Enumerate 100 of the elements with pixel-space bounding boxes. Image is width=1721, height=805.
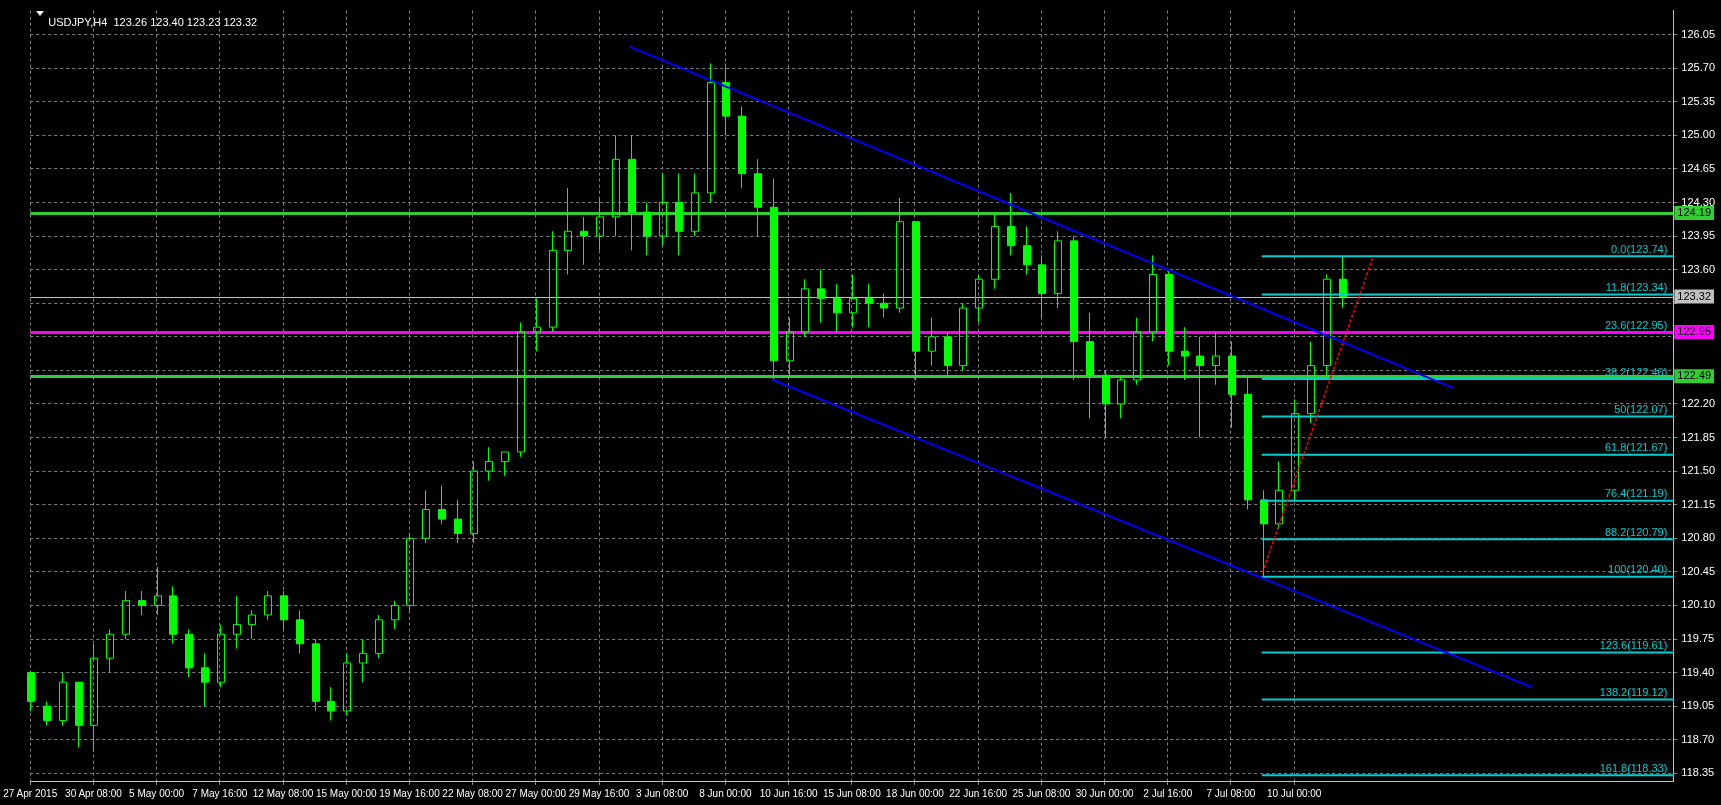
candlestick [359,638,367,683]
candlestick [1133,317,1141,386]
x-tick-label: 7 May 16:00 [192,787,248,799]
annotation: 23.6(122.95) [1604,318,1668,331]
annotation: 50(122.07) [1614,402,1668,415]
x-tick-label: 27 Apr 2015 [3,787,58,799]
x-tick-label: 15 Jun 08:00 [822,787,882,799]
x-tick-label: 25 Jun 08:00 [1012,787,1071,799]
annotation: 100(120.40) [1608,563,1668,576]
candlestick [707,62,715,203]
candlestick [438,485,446,525]
candlestick [1117,374,1125,419]
annotation: 11.8(123.34) [1605,281,1668,294]
x-tick-label: 2 Jul 16:00 [1143,787,1193,799]
candlestick [549,230,557,333]
y-tick-label: 122.20 [1681,396,1716,409]
candlestick [786,317,794,376]
x-tick-label: 15 May 00:00 [315,787,377,799]
candlestick [896,197,904,314]
candlestick [817,269,825,323]
candlestick [564,187,572,275]
annotation: 0.0(123.74) [1611,242,1668,255]
y-tick-label: 125.35 [1681,94,1716,107]
y-tick-label: 121.85 [1681,430,1716,443]
x-tick-label: 7 Jul 08:00 [1206,787,1256,799]
y-tick-label: 120.80 [1681,531,1716,544]
annotation: 123.6(119.61) [1599,638,1668,651]
candlestick [596,197,604,251]
x-tick-label: 22 May 08:00 [442,787,504,799]
y-tick-label: 120.45 [1681,564,1716,577]
annotation: 38.2(122.46) [1604,365,1668,378]
candlestick [27,672,35,712]
y-tick-label: 123.60 [1681,262,1716,275]
x-tick-label: 30 Jun 00:00 [1075,787,1134,799]
y-tick-label: 121.15 [1681,497,1716,510]
candlestick [975,273,983,323]
annotation: 161.8(118.33) [1599,761,1668,774]
candlestick [1212,331,1220,386]
ref-line-label: 122.95 [1677,325,1712,338]
candlestick [154,566,162,616]
x-tick-label: 12 May 08:00 [252,787,314,799]
candlestick [201,652,209,707]
y-tick-label: 123.95 [1681,229,1716,242]
y-tick-label: 119.05 [1681,699,1715,712]
candlestick [217,624,225,688]
x-tick-label: 18 Jun 00:00 [886,787,945,799]
candlestick [912,221,920,381]
candlestick [1054,230,1062,309]
candlestick [1307,341,1315,424]
y-tick-label: 125.70 [1681,61,1716,74]
candlestick [1291,398,1299,501]
annotation: 88.2(120.79) [1604,525,1668,538]
candlestick [1275,461,1283,530]
candlestick [722,62,730,136]
x-tick-label: 27 May 00:00 [505,787,567,799]
x-tick-label: 19 May 16:00 [379,787,441,799]
ref-line-label: 123.32 [1677,289,1712,302]
candlestick [928,317,936,367]
y-tick-label: 118.70 [1681,732,1715,745]
candlestick [501,451,509,477]
candlestick [122,590,130,640]
candlestick [138,590,146,616]
x-tick-label: 30 Apr 08:00 [65,787,123,799]
y-tick-label: 119.40 [1681,665,1715,678]
candlestick [612,134,620,237]
ref-line-label: 124.19 [1677,206,1712,219]
candlestick [90,643,98,753]
x-tick-label: 10 Jun 16:00 [759,787,818,799]
ref-line-label: 122.49 [1677,369,1712,382]
candlestick [1086,312,1094,419]
annotation: 61.8(121.67) [1604,441,1668,454]
x-tick-label: 5 May 00:00 [129,787,185,799]
candlestick [675,173,683,256]
y-tick-label: 126.05 [1681,27,1716,40]
candlestick [248,609,256,640]
candlestick [343,652,351,717]
candlestick [406,532,414,611]
candlestick [533,297,541,352]
x-tick-label: 8 Jun 00:00 [699,787,752,799]
candlestick [991,211,999,290]
x-tick-label: 29 May 16:00 [568,787,630,799]
candlestick [801,278,809,338]
y-tick-label: 121.50 [1681,464,1716,477]
candlestick [169,585,177,645]
annotation: 76.4(121.19) [1604,487,1668,500]
x-tick-label: 22 Jun 16:00 [949,787,1008,799]
y-tick-label: 124.65 [1681,161,1716,174]
y-tick-label: 124.30 [1681,195,1716,208]
x-tick-label: 3 Jun 08:00 [636,787,689,799]
candlestick [391,600,399,630]
candlestick [233,595,241,650]
text: USDJPY,H4 123.26 123.40 123.23 123.32 [48,15,258,28]
candlestick [691,173,699,237]
candlestick [849,273,857,328]
candlestick [422,489,430,544]
candlestick [1323,273,1331,376]
candlestick [517,321,525,458]
candlestick [1149,254,1157,343]
candlestick [312,638,320,712]
y-tick-label: 118.35 [1681,766,1715,779]
